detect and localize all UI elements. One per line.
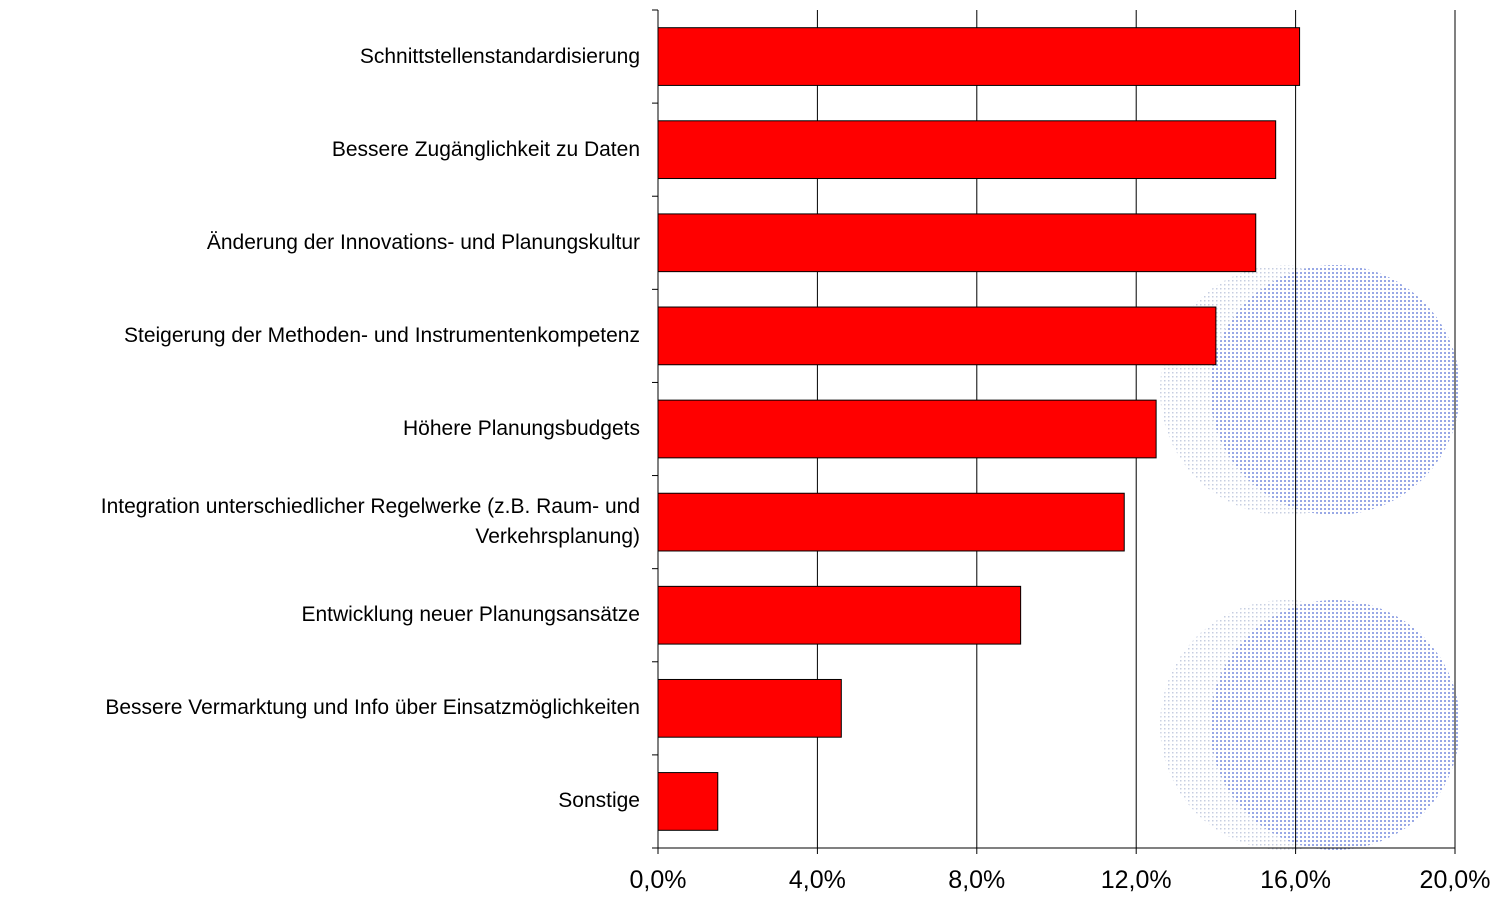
y-tick-label: Schnittstellenstandardisierung <box>5 42 640 72</box>
bar <box>658 493 1124 551</box>
x-tick-label: 4,0% <box>789 866 846 895</box>
x-tick-label: 16,0% <box>1260 866 1331 895</box>
x-tick-label: 8,0% <box>948 866 1005 895</box>
y-tick-label: Bessere Vermarktung und Info über Einsat… <box>5 693 640 723</box>
x-tick-label: 12,0% <box>1101 866 1172 895</box>
y-tick-label: Entwicklung neuer Planungsansätze <box>5 600 640 630</box>
y-tick-label: Integration unterschiedlicher Regelwerke… <box>5 492 640 552</box>
x-tick-label: 20,0% <box>1420 866 1491 895</box>
y-tick-label: Bessere Zugänglichkeit zu Daten <box>5 135 640 165</box>
bar <box>658 121 1276 179</box>
y-tick-label: Änderung der Innovations- und Planungsku… <box>5 228 640 258</box>
bar <box>658 586 1021 644</box>
x-tick-label: 0,0% <box>630 866 687 895</box>
bar <box>658 307 1216 365</box>
chart: 0,0% 4,0% 8,0% 12,0% 16,0% 20,0% Schnittstelle… <box>0 0 1506 909</box>
y-tick-label: Sonstige <box>5 786 640 816</box>
bar <box>658 28 1300 86</box>
bar <box>658 400 1156 458</box>
bar <box>658 773 718 831</box>
y-tick-label: Höhere Planungsbudgets <box>5 414 640 444</box>
y-tick-label: Steigerung der Methoden- und Instrumente… <box>5 321 640 351</box>
bar <box>658 679 841 737</box>
bar <box>658 214 1256 272</box>
